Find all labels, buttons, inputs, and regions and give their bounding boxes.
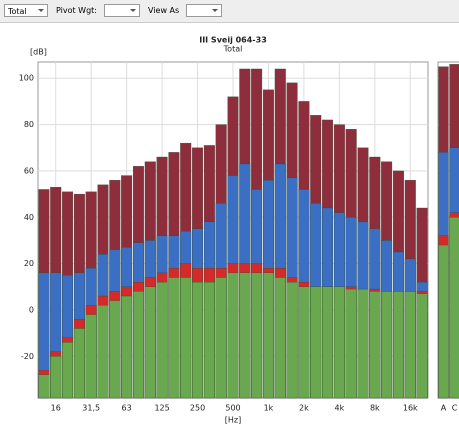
bar [109, 300, 121, 399]
bar [38, 374, 50, 399]
chart-title: III Sveij 064-33 [199, 36, 267, 45]
x-tick-label: A [441, 404, 447, 413]
bar [144, 286, 156, 399]
toolbar: Total Pivot Wgt: View As [0, 0, 459, 23]
bar [192, 281, 204, 399]
bar [416, 293, 428, 399]
y-tick-label: 80 [24, 120, 34, 129]
y-axis-label: [dB] [30, 48, 47, 57]
bar [274, 277, 286, 399]
x-tick-label: 500 [225, 404, 240, 413]
bar [404, 291, 416, 399]
bar [262, 272, 274, 399]
bar [286, 281, 298, 399]
bar [85, 314, 97, 399]
bar [180, 277, 192, 399]
bar [449, 217, 459, 399]
pivot-label: Pivot Wgt: [56, 6, 97, 15]
y-tick-label: -20 [21, 352, 34, 361]
bar [392, 291, 404, 399]
bar [438, 244, 449, 399]
bar [239, 272, 251, 399]
chart-subtitle: Total [223, 45, 243, 54]
x-tick-label: 250 [190, 404, 205, 413]
bar [227, 272, 239, 399]
x-tick-label: 8k [370, 404, 380, 413]
bar [345, 288, 357, 399]
x-tick-label: 2k [299, 404, 309, 413]
view-select[interactable] [186, 4, 222, 17]
y-tick-label: 20 [24, 259, 34, 268]
x-tick-label: 16k [403, 404, 418, 413]
x-tick-label: 31,5 [82, 404, 100, 413]
y-tick-label: 60 [24, 166, 34, 175]
bar [121, 295, 133, 399]
x-tick-label: C [452, 404, 458, 413]
mode-select[interactable]: Total [4, 4, 48, 17]
view-label: View As [148, 6, 180, 15]
bar [168, 277, 180, 399]
bar [97, 305, 109, 399]
y-tick-label: 0 [29, 305, 34, 314]
bar [50, 356, 62, 399]
x-tick-label: 63 [122, 404, 132, 413]
bar [156, 281, 168, 399]
bar [310, 286, 322, 399]
bar [381, 291, 393, 399]
pivot-select[interactable] [104, 4, 140, 17]
bar [132, 291, 144, 399]
x-tick-label: 16 [51, 404, 61, 413]
x-tick-label: 4k [334, 404, 344, 413]
bar [62, 342, 74, 399]
x-axis-label: [Hz] [225, 416, 241, 425]
bar [203, 281, 215, 399]
y-tick-label: 40 [24, 213, 34, 222]
x-tick-label: 1k [264, 404, 274, 413]
bar [251, 272, 263, 399]
bar [73, 328, 85, 399]
bar [298, 286, 310, 399]
bar [322, 286, 334, 399]
x-tick-label: 125 [154, 404, 169, 413]
bar [215, 277, 227, 399]
y-tick-label: 100 [19, 74, 34, 83]
bar [357, 288, 369, 399]
bar [333, 286, 345, 399]
bar [369, 291, 381, 399]
